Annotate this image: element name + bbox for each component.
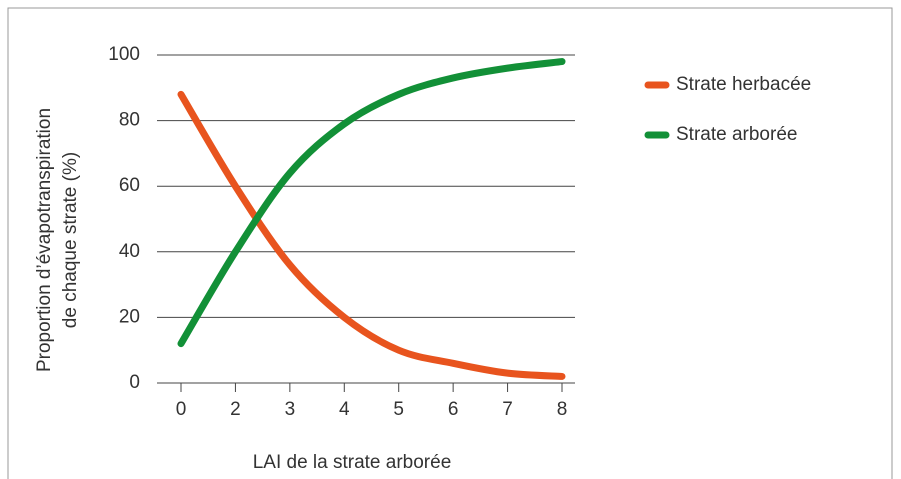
x-tick-label: 0 xyxy=(176,399,187,420)
x-axis-title: LAI de la strate arborée xyxy=(253,452,452,473)
legend-label: Strate herbacée xyxy=(676,74,811,95)
x-tick-label: 6 xyxy=(448,399,459,420)
x-tick-label: 4 xyxy=(339,399,350,420)
frame xyxy=(7,7,893,479)
line xyxy=(177,90,566,380)
x-tick-label: 7 xyxy=(502,399,513,420)
y-tick-label: 0 xyxy=(129,372,140,393)
legend-label: Strate arborée xyxy=(676,124,797,145)
x-tick-label: 8 xyxy=(557,399,568,420)
y-tick-label: 60 xyxy=(119,175,140,196)
y-tick-label: 80 xyxy=(119,110,140,131)
y-tick-label: 20 xyxy=(119,306,140,327)
y-axis-title: de chaque strate (%) xyxy=(60,152,81,328)
x-tick-label: 3 xyxy=(285,399,296,420)
y-axis-title: Proportion d’évapotranspiration xyxy=(34,108,55,372)
y-tick-label: 100 xyxy=(108,44,140,65)
x-tick-label: 2 xyxy=(230,399,241,420)
line xyxy=(177,58,566,348)
y-tick-label: 40 xyxy=(119,241,140,262)
x-tick-label: 5 xyxy=(393,399,404,420)
